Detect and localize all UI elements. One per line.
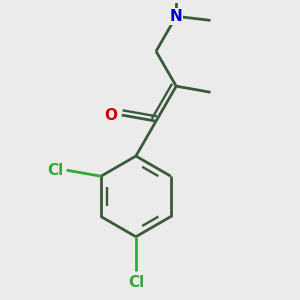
Text: Cl: Cl: [128, 275, 144, 290]
Text: Cl: Cl: [47, 163, 63, 178]
Text: N: N: [170, 9, 183, 24]
Text: O: O: [105, 108, 118, 123]
